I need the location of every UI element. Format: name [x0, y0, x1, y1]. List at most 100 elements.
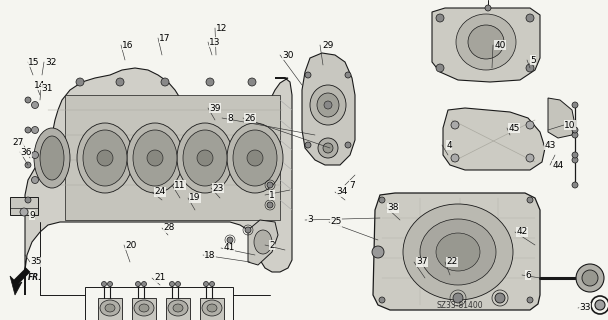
Ellipse shape [108, 282, 112, 286]
Ellipse shape [183, 130, 227, 186]
Text: 17: 17 [159, 34, 171, 43]
Ellipse shape [25, 97, 31, 103]
Ellipse shape [248, 78, 256, 86]
Ellipse shape [379, 197, 385, 203]
Ellipse shape [136, 282, 140, 286]
Text: 4: 4 [446, 140, 452, 149]
Text: 33: 33 [579, 303, 591, 313]
Ellipse shape [527, 197, 533, 203]
Ellipse shape [436, 64, 444, 72]
Text: 29: 29 [322, 41, 334, 50]
Text: 9: 9 [29, 211, 35, 220]
Text: 37: 37 [416, 258, 428, 267]
Text: 22: 22 [446, 258, 458, 267]
Ellipse shape [572, 157, 578, 163]
Ellipse shape [176, 282, 181, 286]
Ellipse shape [25, 127, 31, 133]
Text: 30: 30 [282, 51, 294, 60]
Ellipse shape [40, 136, 64, 180]
Text: 39: 39 [209, 103, 221, 113]
Ellipse shape [372, 246, 384, 258]
Ellipse shape [139, 304, 149, 312]
Bar [10, 197, 38, 215]
Text: 7: 7 [349, 180, 355, 189]
Text: 3: 3 [307, 215, 313, 225]
Ellipse shape [495, 293, 505, 303]
Text: 2: 2 [269, 241, 275, 250]
Text: 1: 1 [269, 190, 275, 199]
Ellipse shape [100, 300, 120, 316]
Ellipse shape [572, 127, 578, 133]
Text: 42: 42 [516, 228, 528, 236]
Ellipse shape [177, 123, 233, 193]
Ellipse shape [133, 130, 177, 186]
Ellipse shape [32, 177, 38, 183]
Ellipse shape [102, 282, 106, 286]
Ellipse shape [197, 150, 213, 166]
Ellipse shape [526, 121, 534, 129]
Ellipse shape [324, 101, 332, 109]
Ellipse shape [247, 150, 263, 166]
Ellipse shape [403, 204, 513, 300]
Text: 23: 23 [212, 183, 224, 193]
Polygon shape [443, 108, 545, 170]
Ellipse shape [32, 101, 38, 108]
Ellipse shape [572, 132, 578, 138]
Ellipse shape [436, 14, 444, 22]
Text: 10: 10 [564, 121, 576, 130]
Ellipse shape [76, 78, 84, 86]
Polygon shape [25, 68, 292, 295]
Ellipse shape [83, 130, 127, 186]
Ellipse shape [451, 121, 459, 129]
Ellipse shape [116, 78, 124, 86]
Ellipse shape [572, 182, 578, 188]
Text: 8: 8 [227, 114, 233, 123]
Text: 13: 13 [209, 37, 221, 46]
Text: 38: 38 [387, 204, 399, 212]
Ellipse shape [202, 300, 222, 316]
Ellipse shape [572, 102, 578, 108]
Ellipse shape [317, 93, 339, 117]
Ellipse shape [468, 25, 504, 59]
Polygon shape [432, 8, 540, 82]
Text: 35: 35 [30, 258, 42, 267]
Ellipse shape [32, 151, 38, 158]
Ellipse shape [318, 138, 338, 158]
Ellipse shape [527, 297, 533, 303]
Ellipse shape [305, 72, 311, 78]
Polygon shape [10, 268, 30, 295]
Ellipse shape [526, 14, 534, 22]
Text: 11: 11 [174, 180, 186, 189]
Text: 41: 41 [223, 244, 235, 252]
Ellipse shape [576, 264, 604, 292]
Text: 21: 21 [154, 274, 166, 283]
Text: 15: 15 [28, 58, 40, 67]
Text: 28: 28 [164, 223, 174, 233]
Ellipse shape [436, 233, 480, 271]
Text: 31: 31 [41, 84, 53, 92]
Text: 16: 16 [122, 41, 134, 50]
Polygon shape [548, 98, 575, 138]
Ellipse shape [170, 282, 174, 286]
Ellipse shape [310, 85, 346, 125]
Text: 25: 25 [330, 218, 342, 227]
Ellipse shape [207, 304, 217, 312]
Ellipse shape [20, 208, 28, 216]
Ellipse shape [161, 78, 169, 86]
Polygon shape [373, 193, 540, 310]
Ellipse shape [32, 126, 38, 133]
Ellipse shape [345, 72, 351, 78]
Ellipse shape [526, 154, 534, 162]
Ellipse shape [25, 197, 31, 203]
Ellipse shape [227, 237, 233, 243]
Ellipse shape [572, 152, 578, 158]
Text: 40: 40 [494, 41, 506, 50]
Bar [132, 298, 156, 320]
Ellipse shape [582, 270, 598, 286]
Ellipse shape [420, 219, 496, 285]
Polygon shape [302, 53, 355, 165]
Ellipse shape [595, 300, 605, 310]
Ellipse shape [254, 230, 272, 254]
Text: 20: 20 [125, 241, 137, 250]
Text: 34: 34 [336, 188, 348, 196]
